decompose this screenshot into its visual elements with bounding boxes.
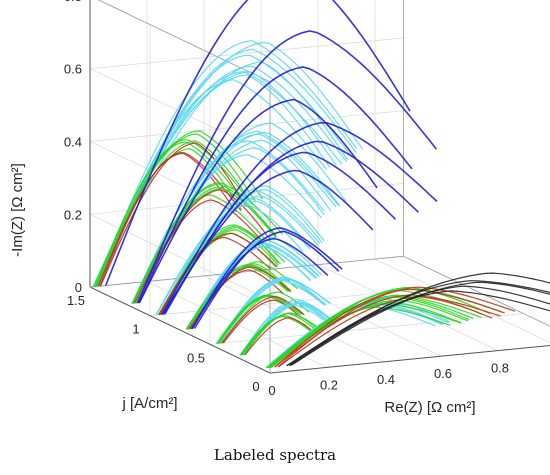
spectrum-curve-cyan [239, 298, 335, 356]
spectrum-curve-green [94, 130, 264, 287]
back-wall-gridline [89, 37, 404, 70]
spectrum-curve-blue [191, 237, 329, 330]
z-tick-label: 0 [75, 280, 82, 295]
x-tick-label: 0.6 [434, 366, 452, 381]
spectrum-group [239, 298, 335, 356]
box-edge [89, 255, 404, 288]
x-tick-label: 0.2 [320, 377, 338, 392]
x-tick-label: 0.4 [377, 372, 395, 387]
axes-box [89, 0, 550, 374]
spectrum-curve-red [100, 142, 247, 287]
y-axis-label: j [A/cm²] [122, 395, 178, 412]
spectrum-curve-green [132, 181, 283, 304]
spectrum-curve-blue [137, 30, 438, 304]
spectrum-curve-green [96, 133, 256, 287]
box-edge [97, 0, 271, 83]
spectrum-group [92, 0, 411, 287]
side-wall-gridline [97, 0, 271, 83]
spectra-curves [92, 0, 550, 369]
floor-gridline [209, 313, 524, 345]
spectrum-curve-cyan [95, 65, 348, 287]
spectrum-curve-cyan [93, 41, 364, 287]
spectrum-curve-blue [162, 140, 420, 315]
spectrum-curve-blue [161, 121, 438, 315]
x-axis-label: Re(Z) [Ω cm²] [384, 399, 475, 416]
spectrum-curve-green [243, 312, 321, 356]
x-tick-label: 0 [268, 383, 275, 398]
spectrum-curve-blue [162, 169, 374, 315]
z-tick-label: 0.4 [64, 134, 82, 149]
spectrum-curve-red [244, 317, 315, 356]
spectrum-curve-cyan [94, 40, 357, 287]
spectrum-curve-green [267, 299, 469, 369]
spectrum-curve-blue [138, 98, 378, 304]
spectrum-curve-blue [191, 227, 343, 330]
spectrum-group [265, 272, 550, 369]
y-axis-line [89, 286, 271, 374]
spectrum-curve-cyan [136, 130, 339, 304]
z-tick-label: 0.2 [64, 207, 82, 222]
y-tick-label: 0 [252, 379, 259, 394]
spectrum-curve-cyan [186, 236, 323, 330]
spectrum-curve-red [97, 152, 237, 287]
spectrum-curve-cyan [95, 70, 343, 287]
spectrum-curve-black [286, 280, 550, 367]
spectrum-curve-black [290, 281, 550, 366]
x-axis-line [269, 344, 550, 374]
spectrum-curve-black [289, 272, 550, 367]
spectrum-curve-red [277, 286, 516, 368]
spectrum-group [131, 30, 438, 304]
x-tick-label: 0.8 [491, 361, 509, 376]
floor-gridline [374, 258, 550, 344]
spectrum-curve-blue [138, 66, 413, 304]
box-edge [403, 255, 550, 327]
spectrum-group [185, 227, 343, 330]
z-tick-label: 0.8 [64, 0, 82, 4]
y-tick-label: 1 [132, 322, 139, 337]
figure-caption: Labeled spectra [213, 446, 337, 464]
spectrum-curve-blue [193, 230, 340, 330]
z-tick-label: 0.6 [64, 62, 82, 77]
y-tick-label: 0.5 [187, 350, 205, 365]
z-axis-label: -Im(Z) [Ω cm²] [9, 163, 26, 257]
y-tick-label: 1.5 [67, 293, 85, 308]
tick-labels: 00.20.40.60.8100.511.500.20.40.60.8 [64, 0, 509, 398]
spectrum-curve-green [186, 264, 292, 330]
spectrum-curve-red [278, 295, 493, 368]
spectrum-curve-blue [104, 0, 411, 286]
